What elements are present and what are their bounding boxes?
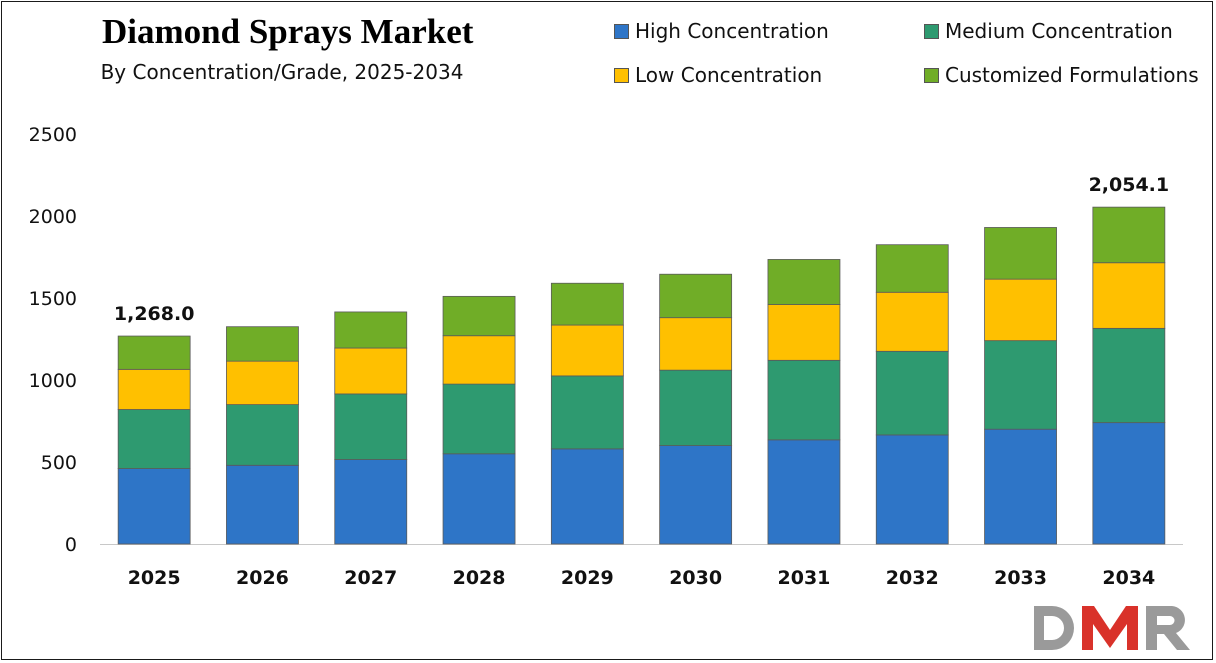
bar-customized-formulations-2032	[875, 244, 949, 293]
bar-medium-concentration-2028	[442, 383, 516, 455]
bar-low-concentration-2028	[442, 335, 516, 385]
bar-low-concentration-2032	[875, 291, 949, 352]
bar-customized-formulations-2033	[984, 227, 1057, 280]
bar-high-concentration-2030	[659, 445, 733, 545]
legend-swatch-medium-concentration	[924, 23, 939, 39]
legend-item-medium-concentration: Medium Concentration	[924, 19, 1173, 43]
bar-customized-formulations-2030	[659, 273, 733, 319]
dmr-logo	[1034, 606, 1190, 650]
legend-label-medium-concentration: Medium Concentration	[945, 19, 1173, 43]
x-tick-label: 2034	[1102, 567, 1155, 589]
bar-customized-formulations-2031	[767, 259, 841, 305]
x-tick-label: 2030	[669, 567, 722, 589]
y-tick-label: 1000	[29, 370, 77, 392]
legend-swatch-low-concentration	[614, 67, 629, 83]
bar-high-concentration-2029	[550, 448, 624, 545]
bar-low-concentration-2034	[1092, 262, 1166, 329]
x-tick-label: 2027	[344, 567, 397, 589]
bar-low-concentration-2033	[984, 278, 1057, 342]
bar-low-concentration-2026	[226, 360, 299, 406]
bar-customized-formulations-2025	[117, 335, 191, 370]
y-tick-label: 2000	[29, 206, 77, 228]
bar-customized-formulations-2026	[226, 326, 299, 362]
y-tick-label: 0	[65, 534, 77, 556]
chart-subtitle: By Concentration/Grade, 2025-2034	[100, 60, 464, 84]
legend-label-high-concentration: High Concentration	[635, 19, 829, 43]
legend-item-high-concentration: High Concentration	[614, 19, 829, 43]
data-label-total-2034: 2,054.1	[1089, 174, 1170, 196]
legend-item-low-concentration: Low Concentration	[614, 63, 822, 87]
bar-medium-concentration-2025	[117, 409, 191, 469]
bar-customized-formulations-2027	[334, 311, 408, 349]
bar-high-concentration-2032	[875, 434, 949, 545]
x-tick-label: 2026	[236, 567, 289, 589]
bar-customized-formulations-2029	[550, 282, 624, 326]
bar-low-concentration-2025	[117, 368, 191, 410]
legend-label-customized-formulations: Customized Formulations	[945, 63, 1199, 87]
bar-high-concentration-2033	[984, 428, 1057, 545]
bar-low-concentration-2027	[334, 347, 408, 395]
bar-customized-formulations-2028	[442, 295, 516, 337]
legend-label-low-concentration: Low Concentration	[635, 63, 823, 87]
x-tick-label: 2025	[128, 567, 181, 589]
bar-low-concentration-2029	[550, 324, 624, 377]
bar-medium-concentration-2026	[226, 404, 299, 466]
bar-high-concentration-2026	[226, 464, 299, 545]
legend-item-customized-formulations: Customized Formulations	[924, 63, 1199, 87]
chart-title: Diamond Sprays Market	[102, 12, 474, 51]
bar-medium-concentration-2030	[659, 369, 733, 447]
bar-high-concentration-2028	[442, 453, 516, 545]
x-tick-label: 2028	[453, 567, 506, 589]
bar-high-concentration-2034	[1092, 422, 1166, 545]
data-label-total-2025: 1,268.0	[114, 303, 195, 325]
bar-high-concentration-2027	[334, 459, 408, 545]
bar-medium-concentration-2032	[875, 350, 949, 436]
bar-medium-concentration-2027	[334, 393, 408, 460]
bar-low-concentration-2030	[659, 317, 733, 371]
bar-low-concentration-2031	[767, 304, 841, 361]
bar-medium-concentration-2029	[550, 375, 624, 450]
bar-medium-concentration-2031	[767, 359, 841, 441]
bar-customized-formulations-2034	[1092, 206, 1166, 264]
x-tick-label: 2032	[886, 567, 939, 589]
bar-high-concentration-2031	[767, 439, 841, 545]
bar-medium-concentration-2034	[1092, 327, 1166, 424]
y-tick-label: 1500	[29, 288, 77, 310]
y-tick-label: 500	[41, 452, 77, 474]
x-tick-label: 2031	[778, 567, 831, 589]
legend-swatch-high-concentration	[614, 23, 629, 39]
bar-medium-concentration-2033	[984, 340, 1057, 430]
legend-swatch-customized-formulations	[924, 67, 939, 83]
x-tick-label: 2029	[561, 567, 614, 589]
x-tick-label: 2033	[994, 567, 1047, 589]
bar-high-concentration-2025	[117, 468, 191, 545]
y-tick-label: 2500	[29, 124, 77, 146]
